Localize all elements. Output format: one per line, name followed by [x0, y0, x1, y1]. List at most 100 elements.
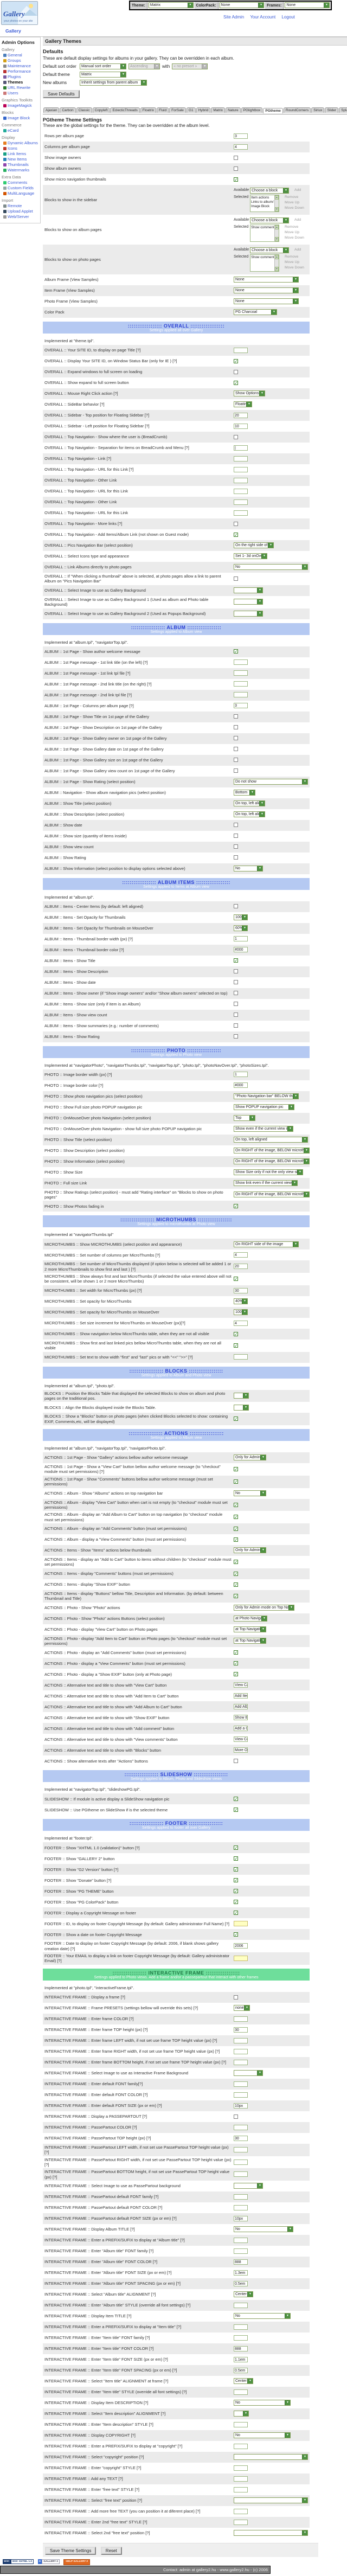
setting-select[interactable]: ▼: [234, 2070, 263, 2077]
setting-checkbox[interactable]: ✓: [234, 1417, 238, 1422]
setting-text-input[interactable]: [234, 692, 248, 698]
setting-checkbox[interactable]: ✓: [234, 1856, 238, 1862]
setting-text-input[interactable]: [234, 2159, 248, 2165]
listbox-scrollbar[interactable]: ▲ ▼: [274, 195, 279, 212]
setting-text-input[interactable]: [234, 2487, 248, 2492]
setting-checkbox[interactable]: ✓: [234, 1911, 238, 1916]
setting-text-input[interactable]: [234, 659, 248, 665]
setting-text-input[interactable]: [234, 2124, 248, 2130]
setting-text-input[interactable]: 888: [234, 2346, 248, 2351]
new-albums-select[interactable]: Inherit settings from parent album ▼: [80, 80, 147, 86]
setting-checkbox[interactable]: [234, 1023, 238, 1028]
setting-select[interactable]: at Photo Navigation bar▼: [234, 1615, 267, 1622]
selected-block-item[interactable]: Image Block: [251, 204, 270, 208]
setting-select[interactable]: Show link even if the current view is th…: [234, 1180, 298, 1186]
remove-block-link[interactable]: Remove: [285, 225, 299, 229]
setting-text-input[interactable]: 1: [234, 1072, 248, 1078]
setting-select[interactable]: Floating▼: [234, 401, 252, 408]
setting-checkbox[interactable]: [234, 434, 238, 439]
setting-select[interactable]: at Top Navigation bar▼: [234, 1626, 266, 1632]
setting-select[interactable]: None ▼: [234, 287, 299, 294]
setting-checkbox[interactable]: ✓: [234, 1502, 238, 1508]
scroll-up-icon[interactable]: ▲: [275, 255, 279, 259]
setting-select[interactable]: No ▼: [234, 2226, 293, 2233]
setting-checkbox[interactable]: ✓: [234, 649, 238, 655]
setting-select[interactable]: ▼: [234, 2530, 308, 2536]
setting-checkbox[interactable]: [234, 1034, 238, 1039]
tab-hybrid[interactable]: Hybrid: [196, 107, 211, 113]
setting-text-input[interactable]: [234, 2465, 248, 2471]
setting-text-input[interactable]: 3: [234, 133, 248, 139]
setting-checkbox[interactable]: [234, 747, 238, 752]
setting-checkbox[interactable]: [234, 768, 238, 773]
setting-checkbox[interactable]: ✓: [234, 1650, 238, 1656]
sidebar-item-watermarks[interactable]: Watermarks: [3, 168, 40, 172]
setting-select[interactable]: No ▼: [234, 865, 263, 872]
setting-select[interactable]: On RIGHT of the image, BELOW microthumbs…: [234, 1191, 310, 1198]
setting-text-input[interactable]: Add Albu: [234, 1704, 248, 1710]
setting-text-input[interactable]: More Opt: [234, 1747, 248, 1753]
setting-select[interactable]: Only for Admin mode▼: [234, 1454, 266, 1461]
setting-select[interactable]: No ▼: [234, 564, 308, 571]
setting-select[interactable]: On RIGHT of the image, BELOW microthumbs…: [234, 1147, 310, 1154]
setting-text-input[interactable]: [234, 1921, 248, 1927]
setting-checkbox[interactable]: ✓: [234, 1204, 238, 1209]
setting-checkbox[interactable]: ✓: [234, 380, 238, 386]
setting-checkbox[interactable]: [234, 576, 238, 581]
setting-checkbox[interactable]: [234, 166, 238, 171]
setting-checkbox[interactable]: ✓: [234, 1846, 238, 1851]
setting-text-input[interactable]: #000: [234, 947, 248, 953]
setting-checkbox[interactable]: ✓: [234, 1889, 238, 1894]
tab-slider[interactable]: Slider: [325, 107, 339, 113]
gallery-logo[interactable]: Gallery your photos on your site: [1, 1, 38, 25]
setting-select[interactable]: ▼: [234, 1404, 249, 1411]
setting-checkbox[interactable]: [234, 758, 238, 762]
setting-checkbox[interactable]: [234, 904, 238, 909]
setting-text-input[interactable]: [234, 681, 248, 687]
setting-text-input[interactable]: Add a Co: [234, 1726, 248, 1732]
setting-checkbox[interactable]: ✓: [234, 1560, 238, 1565]
selected-block-item[interactable]: Item actions: [251, 196, 269, 200]
setting-text-input[interactable]: 2006: [234, 1943, 248, 1949]
sidebar-item-icons[interactable]: Icons: [3, 146, 40, 151]
setting-text-input[interactable]: [234, 2237, 248, 2243]
sidebar-item-imagemagick[interactable]: ImageMagick: [3, 103, 40, 108]
setting-select[interactable]: Show POPUP navigation pic ▼: [234, 1104, 294, 1110]
setting-text-input[interactable]: 30: [234, 2135, 248, 2141]
sidebar-item-custom-fields[interactable]: Custom Fields: [3, 185, 40, 190]
setting-text-input[interactable]: 10: [234, 423, 248, 429]
setting-checkbox[interactable]: [234, 823, 238, 828]
selected-blocks-listbox[interactable]: Show comments ▲ ▼: [250, 225, 279, 242]
setting-select[interactable]: No ▼: [234, 2400, 291, 2406]
setting-select[interactable]: 100%▼: [234, 1309, 248, 1316]
setting-text-input[interactable]: [234, 2324, 248, 2330]
setting-select[interactable]: Bottom ▼: [234, 789, 255, 796]
setting-text-input[interactable]: 20: [234, 1264, 248, 1270]
setting-checkbox[interactable]: [234, 714, 238, 719]
setting-text-input[interactable]: [234, 2302, 248, 2308]
sidebar-item-themes[interactable]: Themes: [3, 80, 40, 85]
setting-checkbox[interactable]: [234, 844, 238, 849]
setting-text-input[interactable]: Add Item t: [234, 1693, 248, 1699]
setting-text-input[interactable]: [234, 2081, 248, 2087]
w3c-xhtml-badge[interactable]: W3C W3C XHTML 1.0: [3, 2559, 34, 2564]
listbox-scrollbar[interactable]: ▲ ▼: [274, 225, 279, 241]
setting-select[interactable]: On top, left aligned▼: [234, 811, 265, 817]
move-down-link[interactable]: Move Down: [285, 206, 304, 210]
setting-text-input[interactable]: [234, 2421, 248, 2427]
sidebar-item-dynamic-albums[interactable]: Dynamic Albums: [3, 140, 40, 145]
setting-text-input[interactable]: View Com: [234, 1736, 248, 1742]
setting-text-input[interactable]: [234, 2194, 248, 2200]
setting-text-input[interactable]: [234, 2508, 248, 2514]
theme-select[interactable]: Matrix ▼: [148, 2, 194, 8]
setting-select[interactable]: Top ▼: [234, 1114, 255, 1121]
setting-checkbox[interactable]: ✓: [234, 1867, 238, 1873]
setting-text-input[interactable]: 3: [234, 703, 248, 709]
setting-text-input[interactable]: 30: [234, 1287, 248, 1293]
logout-link[interactable]: Logout: [281, 15, 295, 20]
sidebar-item-users[interactable]: Users: [3, 91, 40, 95]
move-down-link[interactable]: Move Down: [285, 266, 304, 270]
sidebar-item-new-items[interactable]: New Items: [3, 157, 40, 162]
sidebar-item-general[interactable]: General: [3, 53, 40, 57]
